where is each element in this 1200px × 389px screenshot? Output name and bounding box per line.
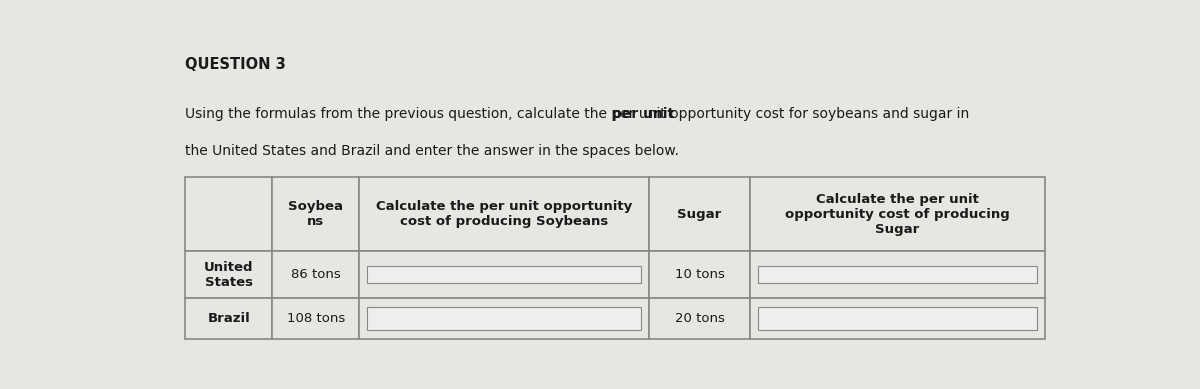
Text: Brazil: Brazil bbox=[208, 312, 250, 325]
Bar bbox=[757, 266, 1037, 283]
Bar bbox=[185, 177, 272, 251]
Bar bbox=[185, 251, 272, 298]
Text: Calculate the per unit opportunity
cost of producing Soybeans: Calculate the per unit opportunity cost … bbox=[376, 200, 632, 228]
Bar bbox=[272, 177, 359, 251]
Text: the United States and Brazil and enter the answer in the spaces below.: the United States and Brazil and enter t… bbox=[185, 144, 679, 158]
Bar bbox=[649, 177, 750, 251]
Bar bbox=[366, 307, 641, 330]
Bar bbox=[185, 298, 272, 339]
Text: QUESTION 3: QUESTION 3 bbox=[185, 57, 286, 72]
Text: Sugar: Sugar bbox=[677, 208, 721, 221]
Bar bbox=[359, 177, 649, 251]
Bar bbox=[649, 251, 750, 298]
Bar bbox=[750, 298, 1045, 339]
Bar bbox=[366, 266, 641, 283]
Bar bbox=[272, 298, 359, 339]
Text: 10 tons: 10 tons bbox=[674, 268, 725, 281]
Text: 86 tons: 86 tons bbox=[290, 268, 341, 281]
Text: Calculate the per unit
opportunity cost of producing
Sugar: Calculate the per unit opportunity cost … bbox=[785, 193, 1009, 236]
Bar bbox=[750, 251, 1045, 298]
Text: per unit: per unit bbox=[612, 107, 674, 121]
Bar bbox=[757, 307, 1037, 330]
Bar bbox=[750, 177, 1045, 251]
Bar bbox=[649, 298, 750, 339]
Text: Using the formulas from the previous question, calculate the per unit opportunit: Using the formulas from the previous que… bbox=[185, 107, 970, 121]
Bar bbox=[272, 251, 359, 298]
Text: 20 tons: 20 tons bbox=[674, 312, 725, 325]
Text: 108 tons: 108 tons bbox=[287, 312, 344, 325]
Text: Soybea
ns: Soybea ns bbox=[288, 200, 343, 228]
Bar bbox=[359, 298, 649, 339]
Bar bbox=[359, 251, 649, 298]
Text: United
States: United States bbox=[204, 261, 253, 289]
